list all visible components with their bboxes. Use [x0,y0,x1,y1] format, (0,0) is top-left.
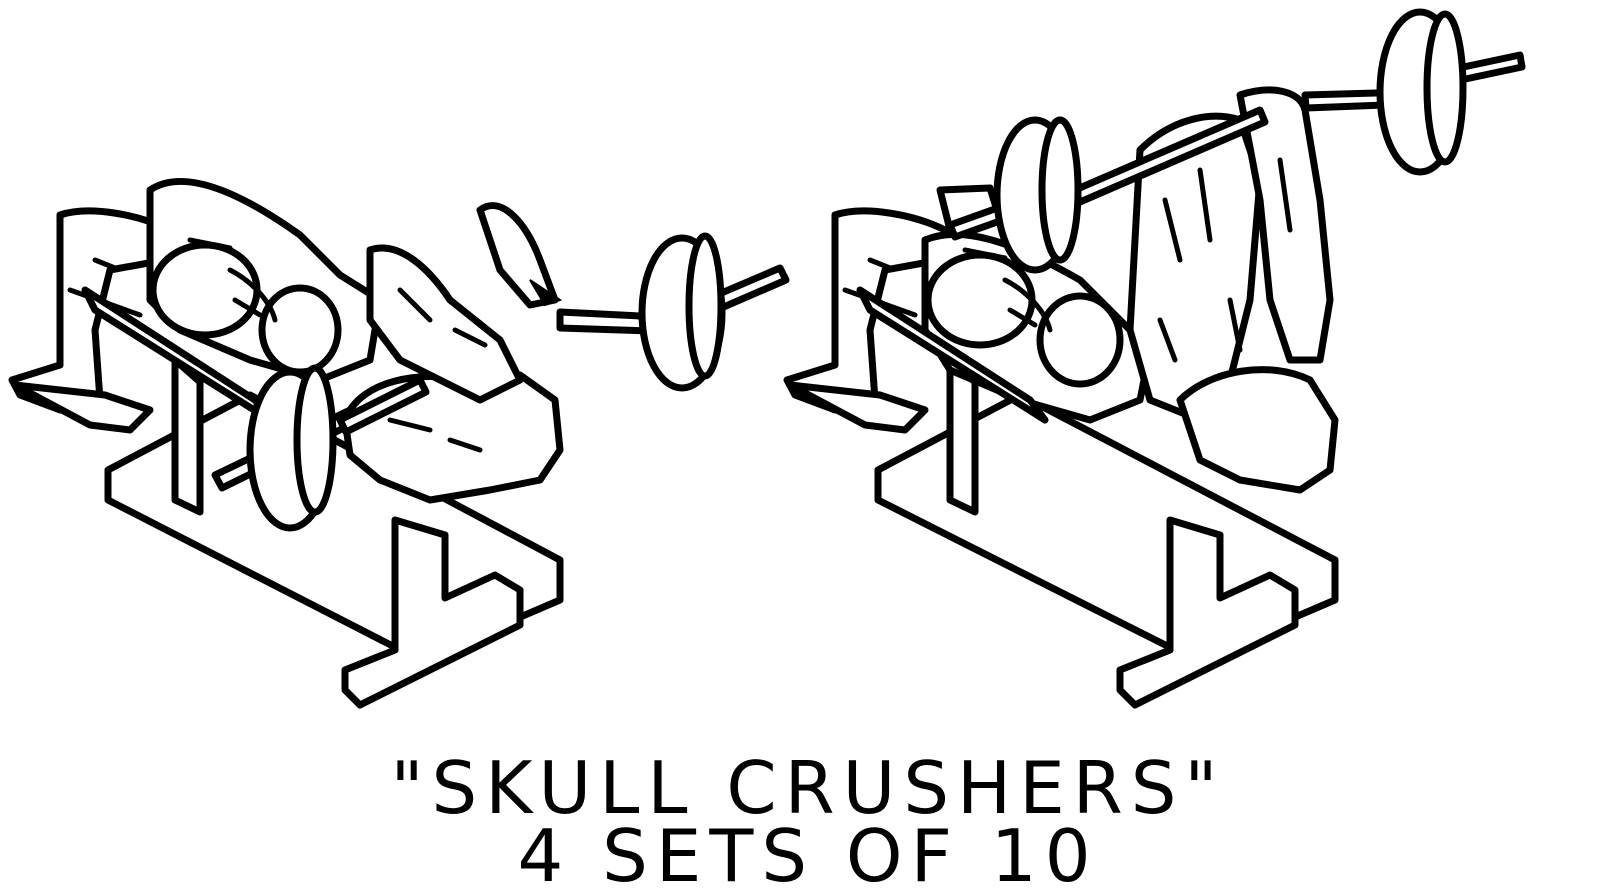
exercise-title: "SKULL CRUSHERS" [390,746,1226,830]
exercise-illustrations [8,8,1526,709]
head-arms-left [341,202,564,504]
torso-right [856,184,1154,424]
torso-left [81,177,384,424]
barbell-left [211,232,790,532]
legs-left [8,207,174,434]
arms-raised-right [1126,86,1339,494]
barbell-right [946,8,1526,274]
skull-crusher-lowered-bar-illustration [8,177,790,709]
legs-right [783,207,949,434]
bench-right [874,356,1339,709]
skull-crusher-raised-bar-illustration [783,8,1526,709]
sets-reps-label: 4 SETS OF 10 [517,814,1099,895]
